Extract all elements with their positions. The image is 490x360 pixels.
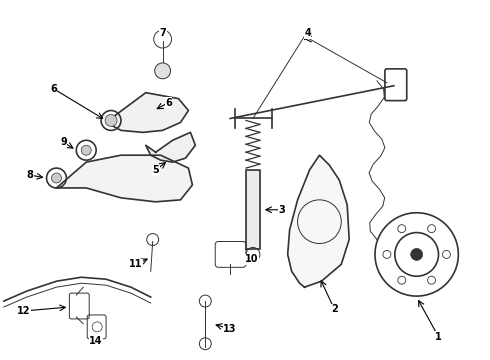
- Text: 5: 5: [152, 165, 159, 175]
- Text: 14: 14: [89, 336, 103, 346]
- Text: 13: 13: [223, 324, 237, 334]
- Circle shape: [51, 173, 61, 183]
- Text: 6: 6: [165, 98, 172, 108]
- Polygon shape: [146, 132, 196, 162]
- Text: 9: 9: [60, 137, 67, 147]
- Circle shape: [428, 225, 436, 233]
- Circle shape: [398, 276, 406, 284]
- Text: 7: 7: [159, 28, 166, 38]
- Text: 6: 6: [50, 84, 57, 94]
- Text: 11: 11: [129, 259, 143, 269]
- Polygon shape: [246, 170, 260, 249]
- Polygon shape: [288, 155, 349, 287]
- Circle shape: [398, 225, 406, 233]
- Polygon shape: [106, 93, 189, 132]
- Circle shape: [155, 63, 171, 79]
- Polygon shape: [56, 155, 193, 202]
- Text: 4: 4: [304, 28, 311, 38]
- Text: 2: 2: [331, 304, 338, 314]
- Circle shape: [383, 251, 391, 258]
- Text: 12: 12: [17, 306, 30, 316]
- Circle shape: [81, 145, 91, 155]
- Circle shape: [105, 114, 117, 126]
- Text: 1: 1: [435, 332, 442, 342]
- Text: 8: 8: [26, 170, 33, 180]
- Circle shape: [442, 251, 450, 258]
- Text: 3: 3: [278, 205, 285, 215]
- Circle shape: [428, 276, 436, 284]
- Text: 10: 10: [245, 255, 259, 264]
- Circle shape: [411, 248, 422, 260]
